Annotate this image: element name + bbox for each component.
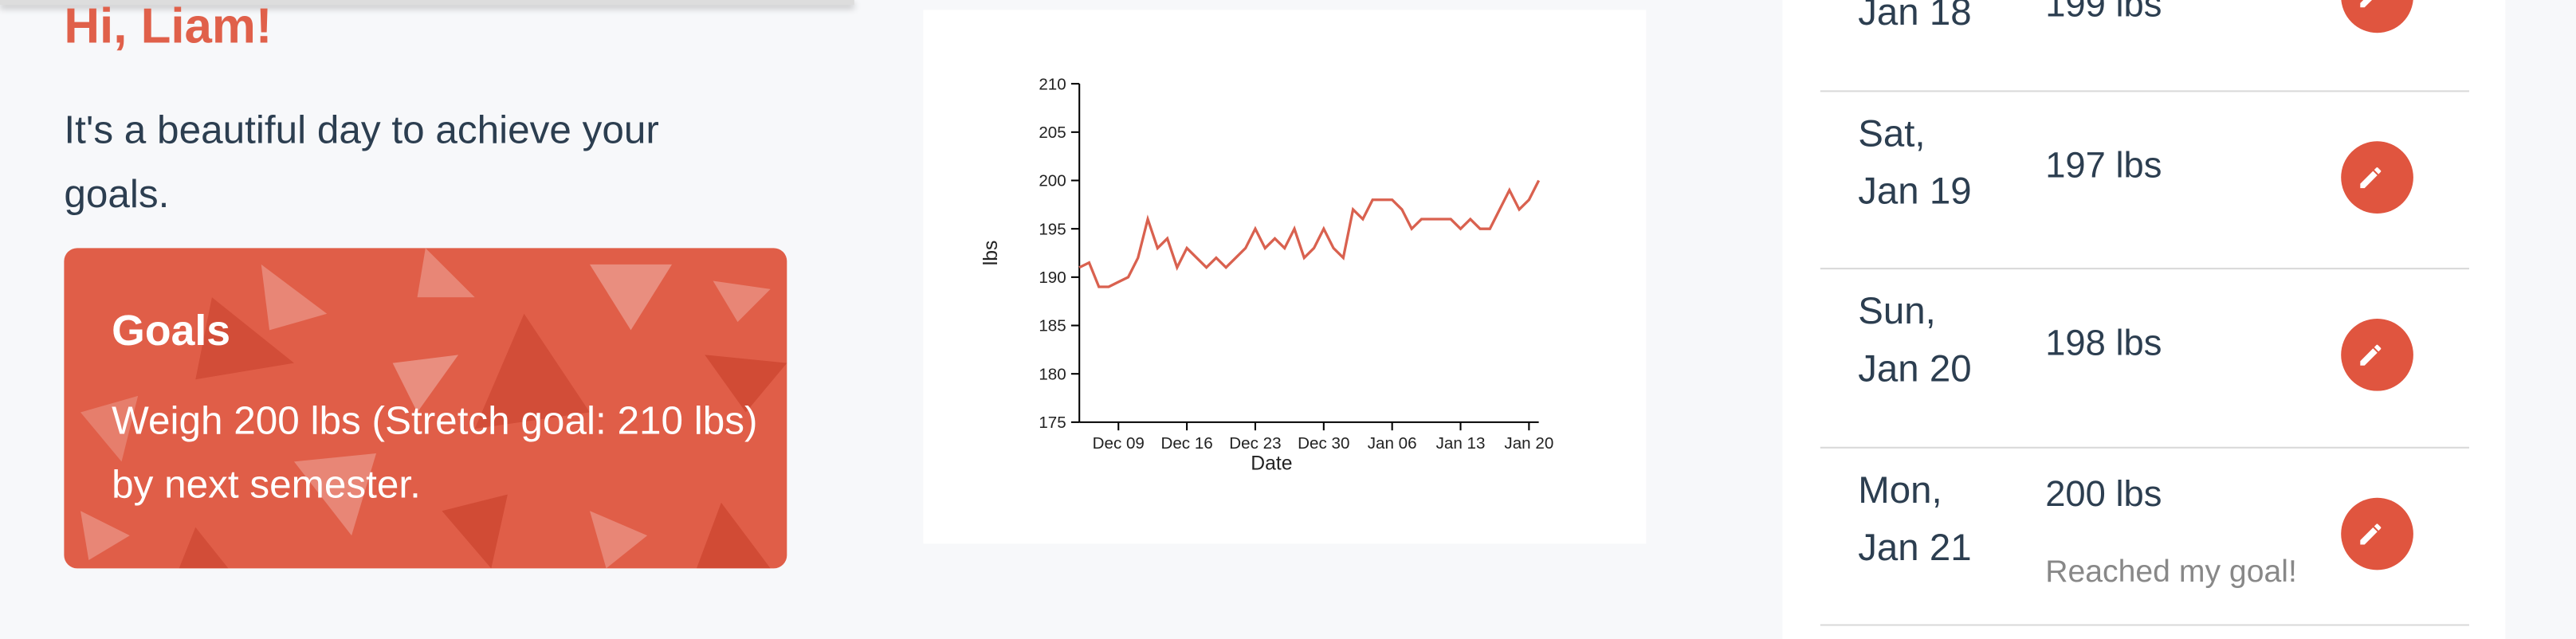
entry-date: Sun, Jan 20 [1858,288,1972,390]
pencil-icon [2360,523,2382,545]
greeting-subtitle: It's a beautiful day to achieve your goa… [64,108,659,218]
y-tick-label: 180 [1039,365,1066,383]
entry-weight: 198 lbs [2045,322,2162,363]
y-tick-label: 185 [1039,317,1066,335]
entry-weight: 200 lbs [2045,472,2162,515]
entry-date: Mon, Jan 21 [1858,468,1972,569]
x-tick-label: Dec 30 [1298,434,1349,453]
x-tick-label: Jan 06 [1368,434,1417,453]
chart: 175 180 185 190 195 200 205 210 Dec 09 Dec 16 Dec … [980,75,1553,475]
edit-button[interactable] [2341,141,2413,214]
x-tick-label: Jan 20 [1504,434,1553,453]
goals-card: Goals Weigh 200 lbs (Stretch goal: 210 l… [64,248,787,569]
edit-button[interactable] [2341,318,2413,391]
separator [1820,446,2469,449]
edit-button[interactable] [2341,497,2413,570]
x-tick-label: Jan 13 [1436,434,1486,453]
edit-button[interactable] [2341,0,2413,33]
y-tick-label: 200 [1039,172,1066,190]
x-tick-label: Dec 23 [1229,434,1281,453]
x-tick-label: Dec 09 [1093,434,1145,453]
y-tick-label: 210 [1039,75,1066,93]
pencil-icon [2360,167,2382,189]
chart-card: 175 180 185 190 195 200 205 210 Dec 09 Dec 16 Dec … [923,10,1647,544]
x-tick-label: Dec 16 [1160,434,1212,453]
separator [1820,624,2469,626]
weight-line [1078,179,1541,288]
goals-text: Weigh 200 lbs (Stretch goal: 210 lbs) by… [112,398,758,508]
entry-date: Jan 18 [1858,0,1972,33]
entry-note: Reached my goal! [2045,555,2297,590]
y-tick-label: 190 [1039,269,1066,287]
y-axis-label: lbs [980,241,1002,266]
x-axis-label: Date [1251,453,1292,475]
separator [1820,90,2469,92]
card-pattern [80,248,787,569]
greeting-title: Hi, Liam! [64,0,273,55]
pencil-icon [2360,344,2382,366]
entry-weight: 199 lbs [2045,0,2162,25]
entry-date: Sat, Jan 19 [1858,112,1972,212]
goals-title: Goals [112,305,231,355]
entry-weight: 197 lbs [2045,144,2162,186]
pencil-icon [2360,0,2373,8]
top-bar [0,0,854,6]
y-tick-label: 175 [1039,414,1066,432]
y-tick-label: 205 [1039,123,1066,142]
separator [1820,268,2469,270]
y-tick-label: 195 [1039,220,1066,238]
